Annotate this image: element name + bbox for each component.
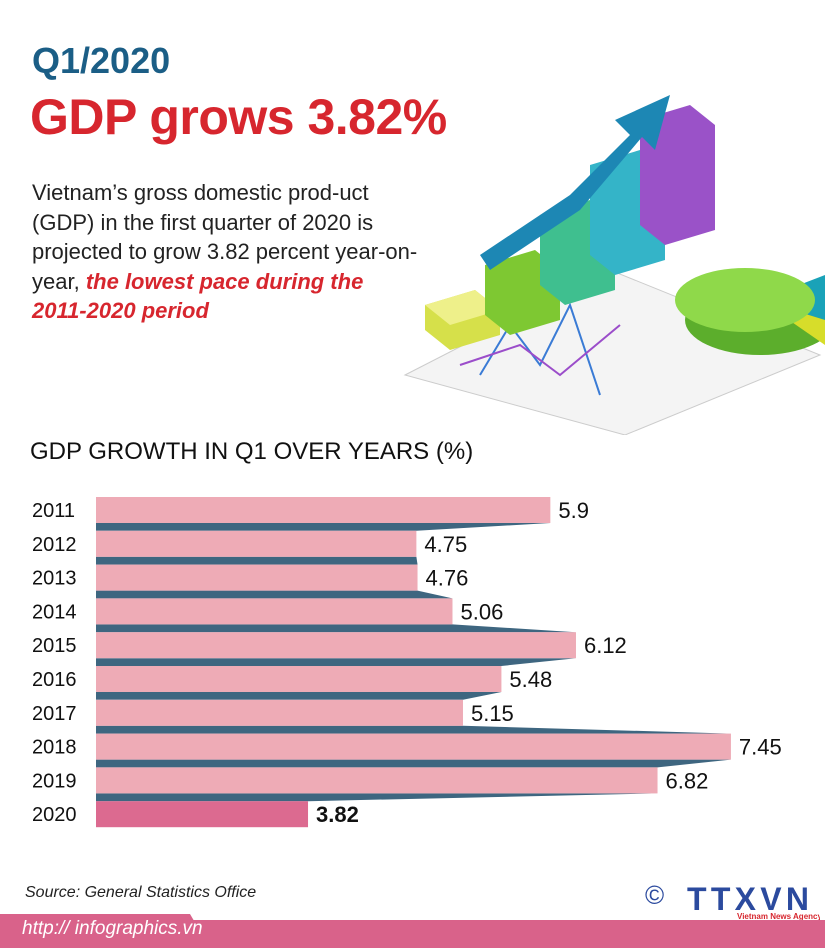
connector-band xyxy=(96,759,731,768)
connector-band xyxy=(96,523,551,531)
value-label: 6.12 xyxy=(584,633,627,658)
ttxvn-logo: © TTXVN Vietnam News Agency xyxy=(645,880,820,920)
value-label: 4.75 xyxy=(424,532,467,557)
bar-chart: 2011 5.9 2012 4.75 2013 4.76 2014 5.06 2015 6.12 2… xyxy=(32,497,782,828)
connector-band xyxy=(96,624,576,633)
category-label: 2012 xyxy=(32,534,77,556)
description-highlight: the lowest pace during the 2011-2020 per… xyxy=(32,268,364,324)
bar-2014 xyxy=(96,598,453,625)
website-link[interactable]: http:// infographics.vn xyxy=(22,918,203,939)
category-label: 2020 xyxy=(32,804,77,826)
connector-band xyxy=(96,556,418,565)
category-label: 2019 xyxy=(32,770,77,792)
connector-band xyxy=(96,725,731,734)
business-chart-illustration xyxy=(403,95,825,435)
value-label: 5.06 xyxy=(460,599,503,624)
bar-2015 xyxy=(96,632,576,659)
value-label: 5.48 xyxy=(509,667,552,692)
bar-2011 xyxy=(96,497,551,523)
category-label: 2014 xyxy=(32,601,77,623)
bar-2013 xyxy=(96,564,418,591)
bar-2017 xyxy=(96,699,463,726)
value-label: 3.82 xyxy=(316,802,359,827)
connector-band xyxy=(96,590,453,599)
footer-tab xyxy=(0,914,210,948)
bar-2012 xyxy=(96,530,417,557)
category-label: 2013 xyxy=(32,568,77,590)
bar-2016 xyxy=(96,666,502,692)
source-note: Source: General Statistics Office xyxy=(25,884,257,901)
chart-title: GDP GROWTH IN Q1 OVER YEARS (%) xyxy=(30,438,474,465)
connector-band xyxy=(96,793,658,802)
value-label: 5.15 xyxy=(471,701,514,726)
value-label: 5.9 xyxy=(558,498,589,523)
headline: GDP grows 3.82% xyxy=(30,89,447,145)
category-label: 2018 xyxy=(32,737,77,759)
connector-band xyxy=(96,692,502,700)
bar-2018 xyxy=(96,733,731,760)
value-label: 4.76 xyxy=(426,566,469,591)
bar-2019 xyxy=(96,767,658,794)
copyright-symbol: © xyxy=(645,880,664,910)
description: Vietnam’s gross domestic prod-uct (GDP) … xyxy=(32,178,422,326)
category-label: 2017 xyxy=(32,703,77,725)
logo-subtext: Vietnam News Agency xyxy=(737,912,820,920)
bar-2020 xyxy=(96,801,309,828)
value-label: 6.82 xyxy=(666,768,709,793)
kicker-title: Q1/2020 xyxy=(32,40,171,81)
category-label: 2016 xyxy=(32,669,77,691)
description-text: Vietnam’s gross domestic prod-uct (GDP) … xyxy=(32,180,418,294)
value-label: 7.45 xyxy=(739,735,782,760)
category-label: 2011 xyxy=(32,500,75,522)
connector-band xyxy=(96,658,576,666)
category-label: 2015 xyxy=(32,635,77,657)
